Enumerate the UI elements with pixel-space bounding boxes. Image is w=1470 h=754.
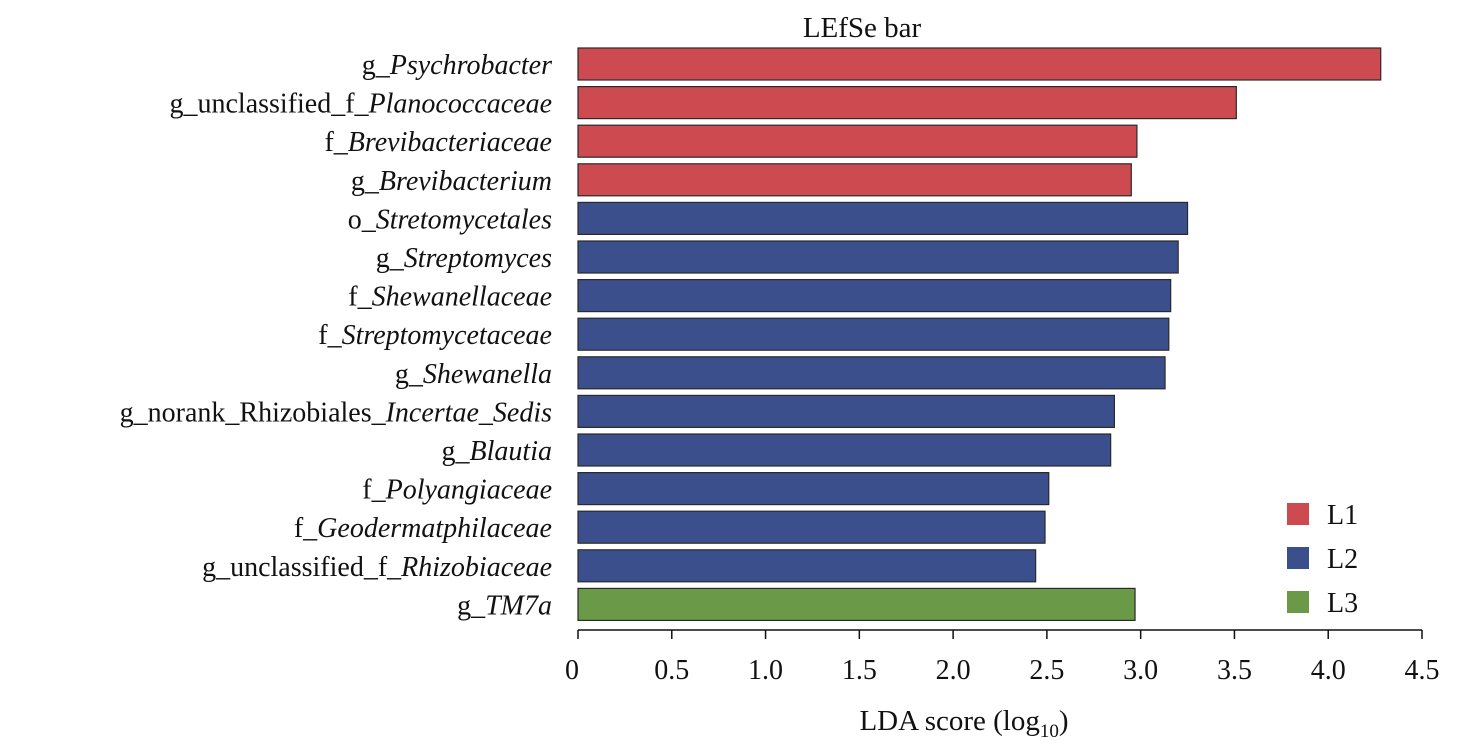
bar [577,279,1172,313]
category-label-prefix: o_ [348,204,377,235]
category-label: g_Streptomyces [376,243,552,274]
category-label-taxon: Brevibacterium [379,166,552,197]
bar [577,47,1382,81]
legend-label: L3 [1327,588,1358,619]
chart-title: LEfSe bar [803,12,922,44]
x-axis: 0 0.5 1.0 1.5 2.0 2.5 3.0 3.5 4.0 4.5 [565,629,1440,686]
bar [577,163,1132,197]
category-label-prefix: g_ [362,50,391,81]
category-label-taxon: Shewanella [423,359,552,390]
legend-label: L1 [1327,500,1358,531]
category-label: g_Brevibacterium [351,166,552,197]
category-label-taxon: Polyangiaceae [385,475,552,506]
x-tick-label: 3.0 [1123,655,1158,686]
legend-label: L2 [1327,544,1358,575]
x-tick-label: 2.0 [936,655,971,686]
category-label-taxon: Psychrobacter [389,50,552,81]
bar [577,549,1037,583]
category-label: g_unclassified_f_Planococcaceae [169,89,552,120]
category-labels: g_Psychrobacterg_unclassified_f_Planococ… [120,50,552,621]
legend: L1 L2 L3 [1287,500,1358,619]
category-label: g_Psychrobacter [362,50,552,81]
category-label-prefix: f_ [324,127,348,158]
category-label: f_Geodermatphilaceae [294,513,552,544]
category-label-prefix: f_ [294,513,318,544]
bar [577,587,1136,622]
bar [577,433,1112,467]
category-label: g_TM7a [457,590,552,621]
category-label: f_Brevibacteriaceae [324,127,552,158]
category-label-prefix: f_ [362,475,386,506]
category-label: f_Shewanellaceae [348,282,552,313]
x-tick-label: 1.0 [748,655,783,686]
category-label-prefix: g_ [351,166,380,197]
x-tick-label: 1.5 [842,655,877,686]
x-tick-label: 4.5 [1405,655,1440,686]
category-label: g_Blautia [442,436,552,467]
legend-swatch [1287,547,1309,569]
category-label: g_norank_Rhizobiales_Incertae_Sedis [120,397,552,428]
bar [577,240,1179,274]
category-label: f_Streptomycetaceae [318,320,552,351]
category-label-prefix: g_unclassified_f_ [202,552,402,583]
bar [577,124,1138,158]
bar [577,85,1237,120]
category-label-prefix: g_ [457,590,486,621]
x-axis-title-close: ) [1059,705,1069,737]
category-label: o_Stretomycetales [348,204,552,235]
bars-group [577,47,1382,622]
category-label-taxon: Shewanellaceae [372,282,552,313]
x-tick-label: 4.0 [1311,655,1346,686]
category-label-prefix: g_ [376,243,405,274]
bar [577,472,1050,506]
category-label-taxon: Brevibacteriaceae [348,127,552,158]
category-label-prefix: g_unclassified_f_ [169,89,369,120]
category-label-prefix: g_ [395,359,424,390]
category-label: g_unclassified_f_Rhizobiaceae [202,552,552,583]
category-label-prefix: g_ [442,436,471,467]
category-label-prefix: f_ [318,320,342,351]
x-tick-label: 3.5 [1217,655,1252,686]
category-label: f_Polyangiaceae [362,475,552,506]
x-tick-label: 2.5 [1029,655,1064,686]
x-axis-title-subscript: 10 [1040,721,1059,742]
category-label-prefix: f_ [348,282,372,313]
category-label-taxon: Streptomyces [404,243,552,274]
category-label-taxon: Rhizobiaceae [400,552,552,583]
category-label-prefix: g_norank_Rhizobiales_ [120,397,387,428]
category-label-taxon: Geodermatphilaceae [317,513,552,544]
x-tick-label: 0.5 [654,655,689,686]
bar [577,394,1116,428]
x-axis-title-main: LDA score (log [859,705,1039,737]
category-label-taxon: Streptomycetaceae [342,320,552,351]
bar [577,317,1170,351]
legend-swatch [1287,591,1309,613]
category-label-taxon: Blautia [470,436,552,467]
category-label: g_Shewanella [395,359,552,390]
legend-swatch [1287,503,1309,525]
x-axis-title: LDA score (log10) [859,705,1068,742]
bar [577,201,1189,235]
x-tick-label: 0 [565,655,579,686]
bar [577,510,1046,544]
bar [577,356,1166,390]
category-label-taxon: TM7a [485,590,552,621]
category-label-taxon: Stretomycetales [376,204,552,235]
category-label-taxon: Incertae_Sedis [385,397,552,428]
category-label-taxon: Planococcaceae [368,89,552,120]
